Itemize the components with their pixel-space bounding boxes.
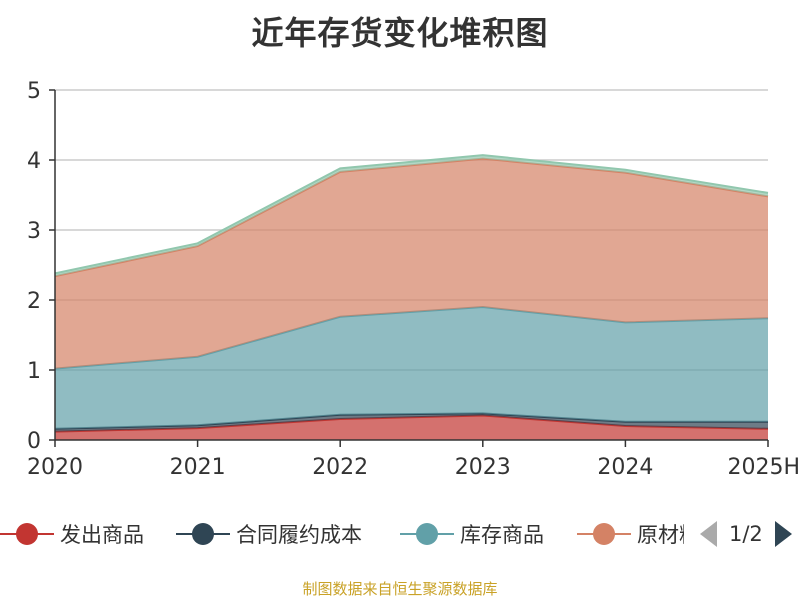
y-tick-label: 0 (27, 429, 41, 454)
x-tick-label: 2021 (170, 455, 226, 480)
x-tick-label: 2024 (597, 455, 653, 480)
x-tick-label: 2022 (312, 455, 368, 480)
legend-marker (0, 516, 54, 552)
area-series-2 (55, 307, 768, 429)
legend-items: 发出商品 合同履约成本 库存商品 原材料 (0, 516, 684, 552)
legend-marker (400, 516, 454, 552)
area-series-0 (55, 415, 768, 440)
x-tick-label: 2020 (27, 455, 83, 480)
legend-label: 发出商品 (60, 523, 144, 547)
page-indicator: 1/2 (729, 522, 763, 546)
legend-item-2[interactable]: 库存商品 (400, 516, 544, 552)
data-source-note: 制图数据来自恒生聚源数据库 (302, 580, 498, 598)
legend-marker (176, 516, 230, 552)
y-tick-label: 2 (27, 289, 41, 314)
legend: 发出商品 合同履约成本 库存商品 原材料 1/2 (0, 516, 800, 552)
next-page-icon[interactable] (774, 521, 792, 547)
legend-label: 库存商品 (460, 523, 544, 547)
y-tick-label: 3 (27, 219, 41, 244)
series-line-4 (54, 154, 769, 275)
legend-marker (577, 516, 631, 552)
area-series-3 (55, 158, 768, 369)
legend-item-1[interactable]: 合同履约成本 (176, 516, 362, 552)
x-tick-label: 2023 (455, 455, 511, 480)
legend-pager: 1/2 (700, 516, 792, 552)
chart-title: 近年存货变化堆积图 (251, 14, 549, 52)
y-tick-label: 4 (27, 149, 41, 174)
legend-label: 合同履约成本 (236, 523, 362, 547)
legend-label: 原材料 (637, 523, 684, 547)
y-tick-label: 5 (27, 79, 41, 104)
legend-item-3[interactable]: 原材料 (577, 516, 684, 552)
y-tick-label: 1 (27, 359, 41, 384)
legend-item-0[interactable]: 发出商品 (0, 516, 144, 552)
prev-page-icon[interactable] (700, 521, 717, 547)
x-tick-label: 2025H (727, 455, 800, 480)
